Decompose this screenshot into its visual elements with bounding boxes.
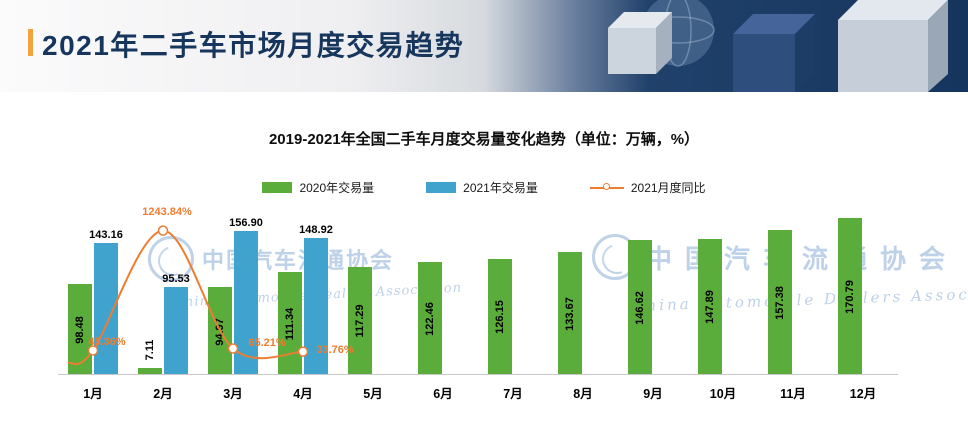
yoy-line-marker — [87, 345, 99, 356]
plot-area: 1月 98.48 143.16 2月 7.11 95.53 3月 94.97 156.90 4月 1… — [58, 206, 898, 401]
legend-item-2020: 2020年交易量 — [262, 179, 374, 196]
bar-2020 — [138, 367, 162, 374]
yoy-line-marker — [227, 343, 239, 354]
legend-item-yoy: 2021月度同比 — [589, 179, 706, 196]
title-accent-bar — [28, 29, 33, 56]
x-axis-label: 11月 — [780, 387, 806, 401]
bar-value-label-2021: 156.90 — [229, 216, 263, 229]
yoy-value-label: 1243.84% — [142, 205, 192, 218]
x-axis-label: 9月 — [643, 387, 663, 401]
x-axis-label: 7月 — [503, 387, 523, 401]
bar-2020 — [558, 251, 582, 374]
bar-2020 — [698, 238, 722, 374]
legend-label-2021: 2021年交易量 — [463, 181, 538, 195]
bar-2021 — [234, 230, 258, 374]
chart-title: 2019-2021年全国二手车月度交易量变化趋势（单位：万辆，%） — [268, 131, 700, 148]
bar-value-label-2021: 148.92 — [299, 223, 333, 236]
x-axis-label: 5月 — [363, 387, 383, 401]
yoy-value-label: 33.76% — [316, 343, 354, 356]
x-axis-label: 12月 — [849, 387, 877, 401]
legend-swatch-2021 — [426, 182, 457, 193]
legend-line-marker-icon — [589, 183, 624, 190]
bar-2020 — [68, 283, 92, 374]
x-axis-label: 3月 — [223, 387, 243, 401]
decor-cubes-graphic — [608, 0, 948, 92]
x-axis-label: 2月 — [153, 387, 173, 401]
x-axis-label: 4月 — [293, 387, 313, 401]
bar-2020 — [348, 266, 372, 374]
x-axis-label: 6月 — [433, 387, 453, 401]
bar-2020 — [488, 258, 512, 374]
bar-2020 — [628, 239, 652, 374]
page-title: 2021年二手车市场月度交易趋势 — [42, 30, 465, 61]
chart-legend: 2020年交易量 2021年交易量 2021月度同比 — [0, 179, 968, 196]
bar-2021 — [164, 286, 188, 374]
bar-2020 — [418, 262, 442, 374]
x-axis-label: 8月 — [573, 387, 593, 401]
watermark: 中国汽车流通协会 China Automobile Dealers Associ… — [592, 234, 968, 315]
x-axis-label: 10月 — [709, 387, 737, 401]
legend-label-2020: 2020年交易量 — [299, 181, 375, 195]
bar-2020 — [278, 272, 302, 374]
yoy-line-layer — [67, 225, 309, 366]
legend-item-2021: 2021年交易量 — [426, 179, 538, 196]
watermark-logo-icon — [148, 236, 194, 282]
bar-2020 — [838, 217, 862, 374]
watermark-text: 中国汽车流通协会 — [646, 243, 959, 274]
yoy-value-label: 65.21% — [248, 337, 286, 350]
yoy-line-marker — [157, 225, 169, 236]
yoy-value-label: 45.36% — [88, 336, 126, 349]
bar-2020 — [768, 230, 792, 374]
legend-swatch-2020 — [262, 182, 293, 193]
legend-label-yoy: 2021月度同比 — [630, 181, 706, 195]
bar-value-label-2021: 143.16 — [89, 229, 123, 242]
header-banner: 2021年二手车市场月度交易趋势 — [0, 0, 968, 92]
bar-value-label-2021: 95.53 — [162, 272, 190, 285]
yoy-line-marker — [297, 346, 309, 357]
x-axis-label: 1月 — [83, 387, 103, 401]
